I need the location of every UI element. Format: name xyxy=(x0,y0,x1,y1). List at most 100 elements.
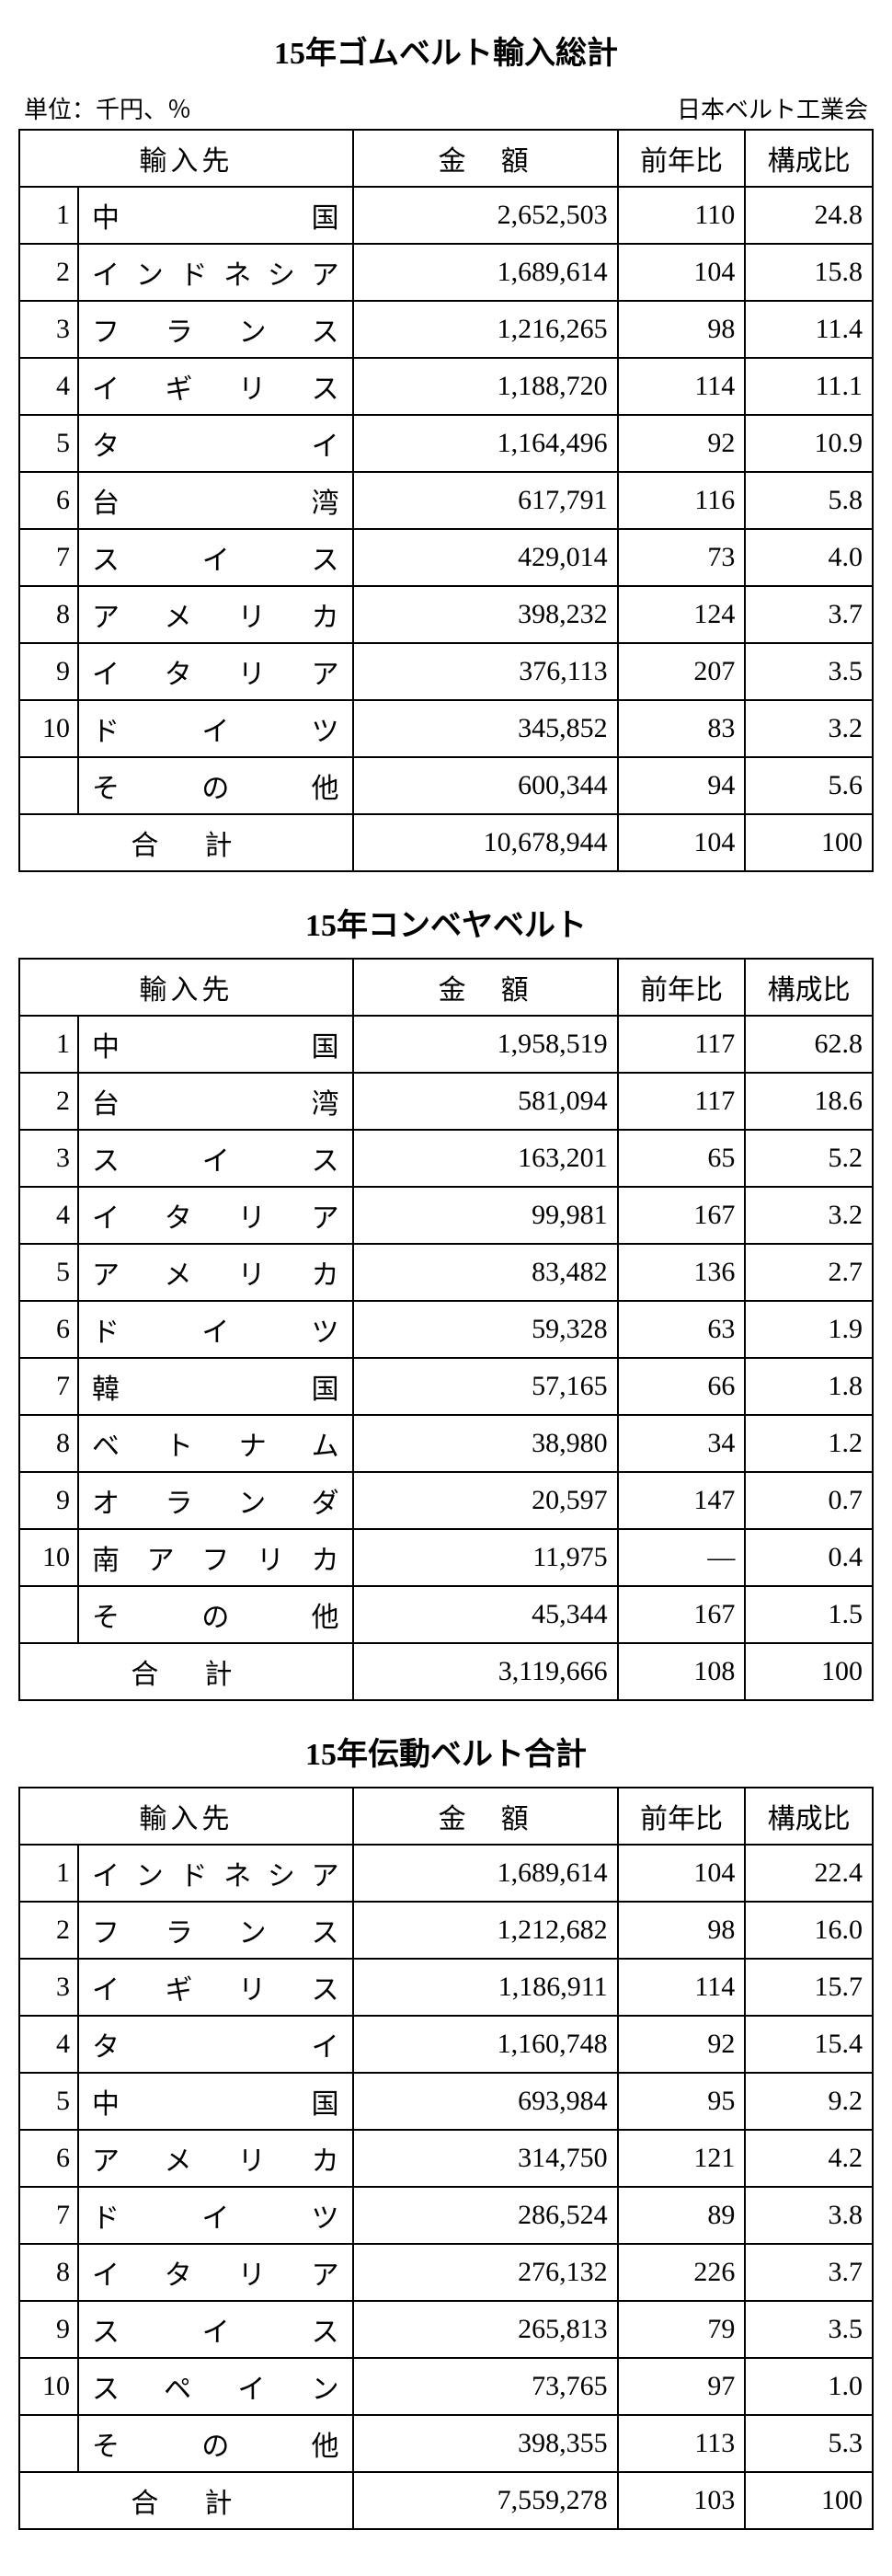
ratio-cell: 3.5 xyxy=(745,2301,873,2358)
table-row: 10スペイン73,765971.0 xyxy=(19,2358,873,2415)
ratio-cell: 2.7 xyxy=(745,1244,873,1301)
amount-cell: 429,014 xyxy=(353,529,618,586)
rank-cell: 7 xyxy=(19,529,78,586)
other-row: そ の 他45,3441671.5 xyxy=(19,1586,873,1643)
country-cell: スイス xyxy=(78,2301,353,2358)
table-title: 15年伝動ベルト合計 xyxy=(18,1729,874,1774)
rank-cell xyxy=(19,2415,78,2472)
yoy-cell: 89 xyxy=(618,2187,746,2244)
rank-cell: 5 xyxy=(19,415,78,472)
ratio-cell: 1.5 xyxy=(745,1586,873,1643)
amount-cell: 1,188,720 xyxy=(353,358,618,415)
yoy-cell: 79 xyxy=(618,2301,746,2358)
ratio-cell: 4.2 xyxy=(745,2130,873,2187)
amount-cell: 1,216,265 xyxy=(353,301,618,358)
data-table: 輸入先金 額前年比構成比1中国2,652,50311024.82インドネシア1,… xyxy=(18,129,874,872)
yoy-cell: 117 xyxy=(618,1073,746,1130)
amount-cell: 20,597 xyxy=(353,1472,618,1529)
amount-cell: 3,119,666 xyxy=(353,1643,618,1700)
country-cell: アメリカ xyxy=(78,2130,353,2187)
table-row: 3イギリス1,186,91111415.7 xyxy=(19,1959,873,2016)
yoy-cell: 113 xyxy=(618,2415,746,2472)
amount-cell: 73,765 xyxy=(353,2358,618,2415)
header-origin: 輸入先 xyxy=(19,959,353,1016)
ratio-cell: 15.7 xyxy=(745,1959,873,2016)
ratio-cell: 100 xyxy=(745,814,873,871)
table-row: 2フランス1,212,6829816.0 xyxy=(19,1902,873,1959)
country-cell: 台湾 xyxy=(78,1073,353,1130)
country-cell: イタリア xyxy=(78,2244,353,2301)
amount-cell: 7,559,278 xyxy=(353,2472,618,2529)
rank-cell: 3 xyxy=(19,1959,78,2016)
yoy-cell: 66 xyxy=(618,1358,746,1415)
table-row: 5アメリカ83,4821362.7 xyxy=(19,1244,873,1301)
yoy-cell: 94 xyxy=(618,757,746,814)
table-row: 9オランダ20,5971470.7 xyxy=(19,1472,873,1529)
yoy-cell: 136 xyxy=(618,1244,746,1301)
country-cell: スペイン xyxy=(78,2358,353,2415)
table-row: 9イタリア376,1132073.5 xyxy=(19,643,873,700)
rank-cell: 9 xyxy=(19,2301,78,2358)
yoy-cell: 83 xyxy=(618,700,746,757)
ratio-cell: 22.4 xyxy=(745,1845,873,1902)
table-row: 6ドイツ59,328631.9 xyxy=(19,1301,873,1358)
amount-cell: 345,852 xyxy=(353,700,618,757)
header-ratio: 構成比 xyxy=(745,959,873,1016)
yoy-cell: 108 xyxy=(618,1643,746,1700)
ratio-cell: 1.9 xyxy=(745,1301,873,1358)
header-amount: 金 額 xyxy=(353,130,618,187)
rank-cell: 4 xyxy=(19,1187,78,1244)
country-cell: 中国 xyxy=(78,2073,353,2130)
yoy-cell: 121 xyxy=(618,2130,746,2187)
yoy-cell: 207 xyxy=(618,643,746,700)
country-cell: ドイツ xyxy=(78,1301,353,1358)
amount-cell: 10,678,944 xyxy=(353,814,618,871)
country-cell: タイ xyxy=(78,2016,353,2073)
country-cell: 中国 xyxy=(78,187,353,244)
yoy-cell: 63 xyxy=(618,1301,746,1358)
ratio-cell: 3.2 xyxy=(745,1187,873,1244)
yoy-cell: 103 xyxy=(618,2472,746,2529)
country-cell: 南アフリカ xyxy=(78,1529,353,1586)
header-ratio: 構成比 xyxy=(745,1788,873,1845)
country-cell: ベトナム xyxy=(78,1415,353,1472)
amount-cell: 163,201 xyxy=(353,1130,618,1187)
country-cell: タイ xyxy=(78,415,353,472)
header-amount: 金 額 xyxy=(353,959,618,1016)
country-cell: インドネシア xyxy=(78,1845,353,1902)
rank-cell: 8 xyxy=(19,586,78,643)
rank-cell: 3 xyxy=(19,301,78,358)
yoy-cell: 110 xyxy=(618,187,746,244)
meta-row: 単位：千円、％日本ベルト工業会 xyxy=(18,91,874,125)
table-row: 1インドネシア1,689,61410422.4 xyxy=(19,1845,873,1902)
unit-label: 単位：千円、％ xyxy=(24,91,191,125)
ratio-cell: 18.6 xyxy=(745,1073,873,1130)
rank-cell: 7 xyxy=(19,1358,78,1415)
table-row: 3フランス1,216,2659811.4 xyxy=(19,301,873,358)
table-title: 15年ゴムベルト輸入総計 xyxy=(18,28,874,73)
amount-cell: 1,212,682 xyxy=(353,1902,618,1959)
table-row: 6台湾617,7911165.8 xyxy=(19,472,873,529)
ratio-cell: 10.9 xyxy=(745,415,873,472)
yoy-cell: 98 xyxy=(618,301,746,358)
ratio-cell: 0.7 xyxy=(745,1472,873,1529)
rank-cell: 4 xyxy=(19,2016,78,2073)
country-cell: イタリア xyxy=(78,1187,353,1244)
total-row: 合 計3,119,666108100 xyxy=(19,1643,873,1700)
ratio-cell: 3.2 xyxy=(745,700,873,757)
amount-cell: 693,984 xyxy=(353,2073,618,2130)
ratio-cell: 0.4 xyxy=(745,1529,873,1586)
ratio-cell: 5.8 xyxy=(745,472,873,529)
table-row: 4イギリス1,188,72011411.1 xyxy=(19,358,873,415)
rank-cell: 1 xyxy=(19,187,78,244)
rank-cell: 6 xyxy=(19,1301,78,1358)
data-table: 輸入先金 額前年比構成比1中国1,958,51911762.82台湾581,09… xyxy=(18,958,874,1701)
yoy-cell: 34 xyxy=(618,1415,746,1472)
country-cell: フランス xyxy=(78,301,353,358)
ratio-cell: 15.4 xyxy=(745,2016,873,2073)
amount-cell: 38,980 xyxy=(353,1415,618,1472)
other-row: そ の 他398,3551135.3 xyxy=(19,2415,873,2472)
rank-cell: 10 xyxy=(19,2358,78,2415)
table-row: 8イタリア276,1322263.7 xyxy=(19,2244,873,2301)
country-cell: ドイツ xyxy=(78,2187,353,2244)
